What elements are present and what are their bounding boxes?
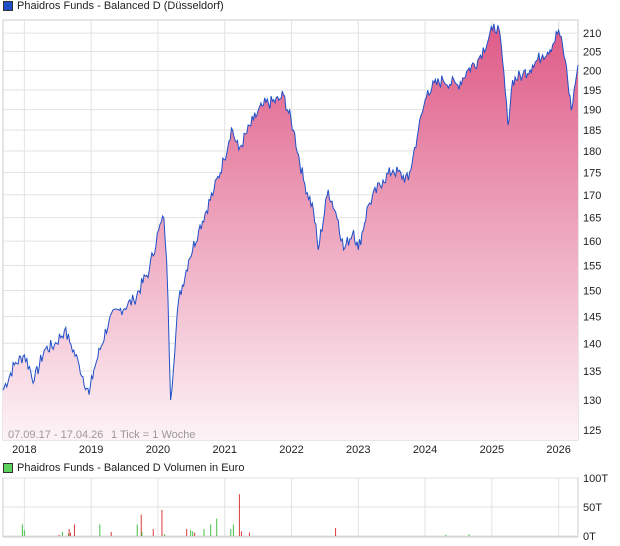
y-tick-label: 155: [583, 260, 601, 272]
volume-bar: [68, 529, 70, 536]
volume-chart-title: Phaidros Funds - Balanced D Volumen in E…: [17, 462, 245, 474]
x-tick-label: 2020: [146, 444, 170, 456]
volume-y-tick-label: 0T: [583, 531, 596, 543]
volume-bar: [238, 494, 240, 536]
y-tick-label: 200: [583, 65, 601, 77]
volume-bar: [186, 529, 188, 536]
y-tick-label: 140: [583, 338, 601, 350]
volume-legend: Phaidros Funds - Balanced D Volumen in E…: [3, 462, 244, 474]
x-tick-label: 2018: [12, 444, 36, 456]
volume-bar: [61, 531, 63, 536]
volume-bar: [232, 524, 234, 536]
volume-legend-swatch: [3, 463, 13, 473]
volume-bar: [164, 534, 166, 536]
volume-bar: [110, 531, 112, 536]
volume-bar: [73, 524, 75, 536]
tick-label: 1 Tick = 1 Woche: [111, 429, 195, 441]
y-tick-label: 195: [583, 85, 601, 97]
y-tick-label: 145: [583, 311, 601, 323]
x-tick-label: 2021: [212, 444, 236, 456]
volume-bar: [190, 530, 192, 536]
volume-bar: [335, 527, 337, 536]
volume-y-tick-label: 50T: [583, 502, 602, 514]
x-tick-label: 2026: [546, 444, 570, 456]
y-tick-label: 175: [583, 168, 601, 180]
x-tick-label: 2024: [413, 444, 437, 456]
y-tick-label: 170: [583, 190, 601, 202]
volume-bar: [21, 524, 23, 536]
x-tick-label: 2022: [279, 444, 303, 456]
volume-bar: [194, 532, 196, 536]
volume-bar: [141, 531, 143, 536]
x-tick-label: 2023: [346, 444, 370, 456]
volume-bar: [240, 531, 242, 536]
x-tick-label: 2025: [480, 444, 504, 456]
price-legend-swatch: [3, 1, 13, 11]
range-label: 07.09.17 - 17.04.26: [8, 429, 103, 441]
volume-bar: [69, 532, 71, 536]
price-chart-title: Phaidros Funds - Balanced D (Düsseldorf): [17, 0, 224, 12]
y-tick-label: 185: [583, 125, 601, 137]
volume-bar: [161, 509, 163, 536]
y-tick-label: 190: [583, 105, 601, 117]
volume-bar: [67, 533, 69, 536]
x-tick-label: 2019: [79, 444, 103, 456]
y-tick-label: 125: [583, 425, 601, 437]
volume-bar: [136, 524, 138, 536]
price-area: [3, 23, 578, 441]
volume-bar: [203, 529, 205, 536]
volume-y-tick-label: 100T: [583, 473, 608, 485]
volume-bar: [58, 534, 60, 536]
y-tick-label: 135: [583, 366, 601, 378]
volume-bar: [23, 530, 25, 536]
volume-bar: [140, 514, 142, 536]
volume-bar: [248, 532, 250, 536]
volume-bar: [99, 524, 101, 536]
y-tick-label: 210: [583, 28, 601, 40]
y-tick-label: 130: [583, 395, 601, 407]
volume-bar: [445, 534, 447, 536]
y-tick-label: 165: [583, 213, 601, 225]
volume-bar: [468, 534, 470, 536]
y-tick-label: 160: [583, 236, 601, 248]
price-line: [2, 23, 579, 401]
y-tick-label: 180: [583, 146, 601, 158]
y-tick-label: 205: [583, 47, 601, 59]
volume-bar: [210, 524, 212, 536]
volume-bar: [230, 529, 232, 536]
volume-bar: [192, 531, 194, 536]
price-legend: Phaidros Funds - Balanced D (Düsseldorf): [3, 0, 224, 12]
volume-bar: [216, 518, 218, 536]
y-tick-label: 150: [583, 286, 601, 298]
volume-bar: [152, 529, 154, 536]
